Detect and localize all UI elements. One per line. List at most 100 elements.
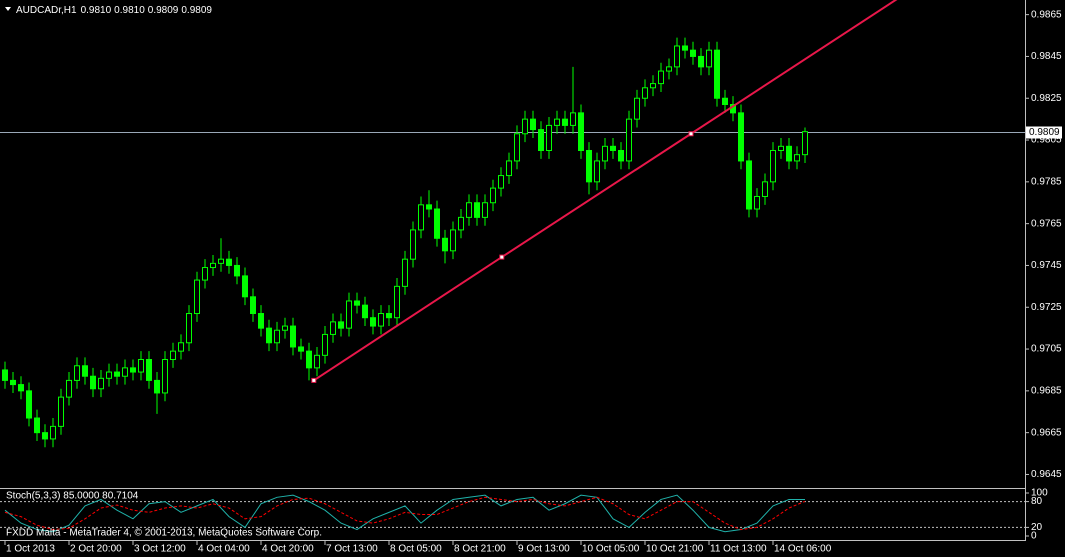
y-tick-label: 0.9685 [1031,385,1062,396]
candle-body [482,202,488,218]
candle-body [410,229,416,260]
candle-body [554,118,560,126]
candle-body [162,359,168,394]
candle-body [562,118,568,126]
candle-body [18,384,24,392]
ohlc: 0.9810 [81,5,112,16]
x-tick-label: 1 Oct 2013 [6,544,55,555]
candle-body [418,204,424,231]
candle-body [114,371,120,377]
candle-body [42,432,48,440]
x-tick-label: 9 Oct 13:00 [518,544,570,555]
candle-body [538,129,544,151]
candle-body [570,112,576,126]
candle-body [122,367,128,377]
y-tick-label: 0.9865 [1031,9,1062,20]
candle-body [754,195,760,210]
candle-body [466,202,472,218]
candle-body [634,97,640,120]
candle-body [322,333,328,356]
y-tick-label: 80 [1031,496,1043,507]
menu-triangle[interactable] [5,7,11,11]
candle-body [290,325,296,348]
candle-body [778,145,784,151]
candle-body [458,216,464,231]
candle-body [722,97,728,106]
x-tick-label: 11 Oct 13:00 [710,544,767,555]
indicator-label: Stoch(5,3,3) 85.0000 80.7104 [6,491,139,502]
candle-body [370,317,376,327]
candle-body [250,296,256,315]
candle-body [474,202,480,218]
candle-body [514,133,520,162]
candle-body [338,321,344,329]
candle-body [802,131,808,156]
candle-body [530,118,536,131]
candle-body [210,262,216,269]
candle-body [626,118,632,162]
y-tick-label: 0.9805 [1031,135,1062,146]
candle-body [306,350,312,369]
candle-body [522,118,528,135]
candle-body [10,379,16,386]
trendline-extension [690,0,898,135]
candle-body [274,329,280,344]
candle-body [602,145,608,162]
y-tick-label: 0.9765 [1031,218,1062,229]
candle-body [74,365,80,381]
candle-body [426,204,432,210]
candle-body [674,45,680,68]
candle-body [34,417,40,434]
candle-body [690,49,696,57]
ohlc: 0.9809 [148,5,179,16]
candle-body [258,313,264,329]
candle-body [138,359,144,373]
candle-body [402,258,408,287]
y-tick-label: 0.9845 [1031,51,1062,62]
x-tick-label: 7 Oct 13:00 [326,544,378,555]
candle-body [594,160,600,183]
candle-body [698,55,704,68]
candle-body [442,237,448,252]
candle-body [282,325,288,331]
candle-body [506,160,512,177]
y-tick-label: 0.9705 [1031,344,1062,355]
ohlc: 0.9809 [181,5,212,16]
candle-body [298,346,304,352]
candle-body [706,49,712,68]
candle-body [354,300,360,306]
candle-body [642,87,648,99]
candle-body [26,390,32,419]
candle-body [90,375,96,390]
candle-body [394,285,400,319]
candle-body [194,279,200,315]
x-tick-label: 8 Oct 21:00 [454,544,506,555]
candle-body [234,264,240,277]
stoch-line [4,496,806,531]
y-tick-label: 0.9645 [1031,469,1062,480]
last-price-box [1026,126,1062,139]
y-tick-label: 0.9725 [1031,302,1062,313]
candle-body [178,342,184,352]
x-tick-label: 8 Oct 05:00 [390,544,442,555]
candle-body [186,313,192,344]
candle-body [146,359,152,381]
x-tick-label: 2 Oct 20:00 [70,544,122,555]
candle-body [330,321,336,335]
candle-body [762,181,768,197]
candle-body [770,149,776,183]
y-tick-label: 0.9665 [1031,427,1062,438]
candle-body [226,258,232,266]
candle-body [266,327,272,344]
candle-body [610,145,616,151]
candle-body [794,154,800,162]
candle-body [66,379,72,398]
candle-body [2,369,8,381]
x-tick-label: 4 Oct 04:00 [198,544,250,555]
candle-body [682,45,688,51]
candle-body [154,379,160,394]
candle-body [202,267,208,281]
candle-body [786,145,792,162]
